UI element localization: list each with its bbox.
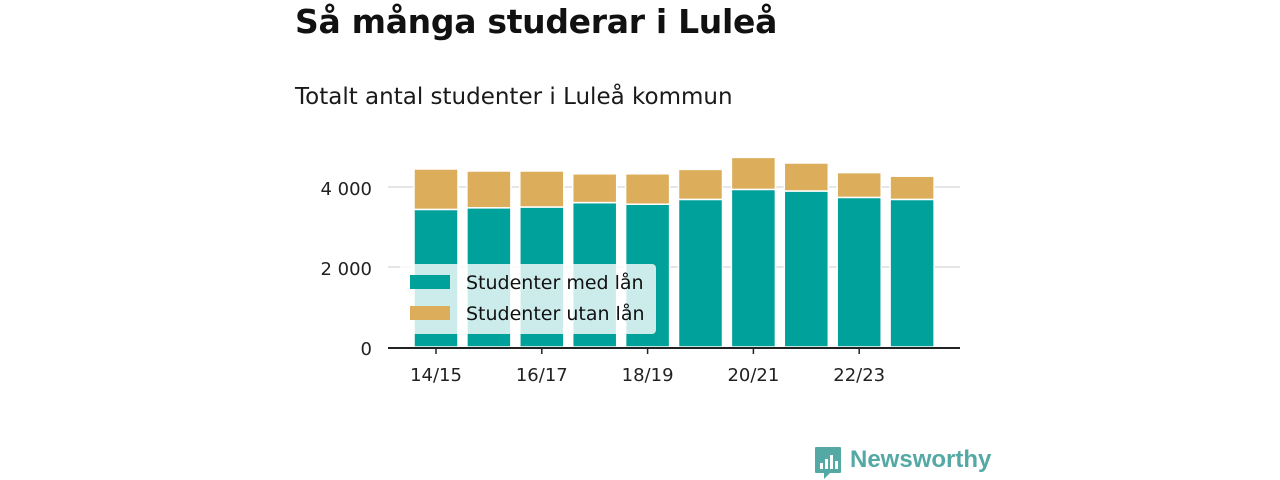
stacked-bar-chart: 0 2 000 4 000 14/15 16/17 18/19 20/21 22/23 St… — [320, 156, 960, 386]
newsworthy-logo: Newsworthy — [814, 446, 991, 480]
legend: Studenter med lån Studenter utan lån — [400, 264, 656, 334]
bar-med-lan-22-23 — [836, 196, 882, 348]
bar-utan-lan-17-18 — [571, 173, 618, 204]
bar-med-lan-21-22 — [783, 190, 830, 348]
y-tick-label: 4 000 — [320, 179, 372, 200]
bar-utan-lan-15-16 — [466, 170, 512, 209]
bar-utan-lan-21-22 — [783, 162, 830, 192]
chart-title: Så många studerar i Luleå — [295, 2, 778, 41]
y-tick-label: 0 — [361, 339, 372, 360]
x-tick-label: 16/17 — [516, 365, 568, 386]
chart-subtitle: Totalt antal studenter i Luleå kommun — [295, 84, 733, 110]
bar-utan-lan-19-20 — [677, 168, 724, 201]
bar-utan-lan-14-15 — [413, 168, 459, 211]
legend-label-med-lan: Studenter med lån — [466, 271, 644, 294]
y-axis-tick-labels: 0 2 000 4 000 — [320, 179, 372, 360]
x-axis-ticks: 14/15 16/17 18/19 20/21 22/23 — [410, 348, 885, 386]
x-tick-label: 22/23 — [833, 365, 885, 386]
bar-utan-lan-18-19 — [624, 173, 671, 205]
newsworthy-bar-chart-icon — [815, 447, 841, 479]
y-tick-label: 2 000 — [320, 259, 372, 280]
bar-utan-lan-22-23 — [836, 171, 882, 199]
bar-med-lan-23-24 — [889, 198, 935, 348]
bar-med-lan-20-21 — [730, 188, 777, 348]
legend-swatch-med-lan — [410, 275, 450, 289]
x-tick-label: 14/15 — [410, 365, 462, 386]
logo-text: Newsworthy — [850, 446, 992, 473]
legend-swatch-utan-lan — [410, 306, 450, 320]
legend-background — [400, 264, 656, 334]
bar-utan-lan-16-17 — [519, 170, 565, 208]
x-tick-label: 20/21 — [727, 365, 779, 386]
bar-med-lan-19-20 — [677, 198, 724, 348]
bar-utan-lan-23-24 — [889, 175, 935, 201]
legend-label-utan-lan: Studenter utan lån — [466, 302, 645, 325]
x-tick-label: 18/19 — [622, 365, 674, 386]
bar-utan-lan-20-21 — [730, 156, 777, 191]
